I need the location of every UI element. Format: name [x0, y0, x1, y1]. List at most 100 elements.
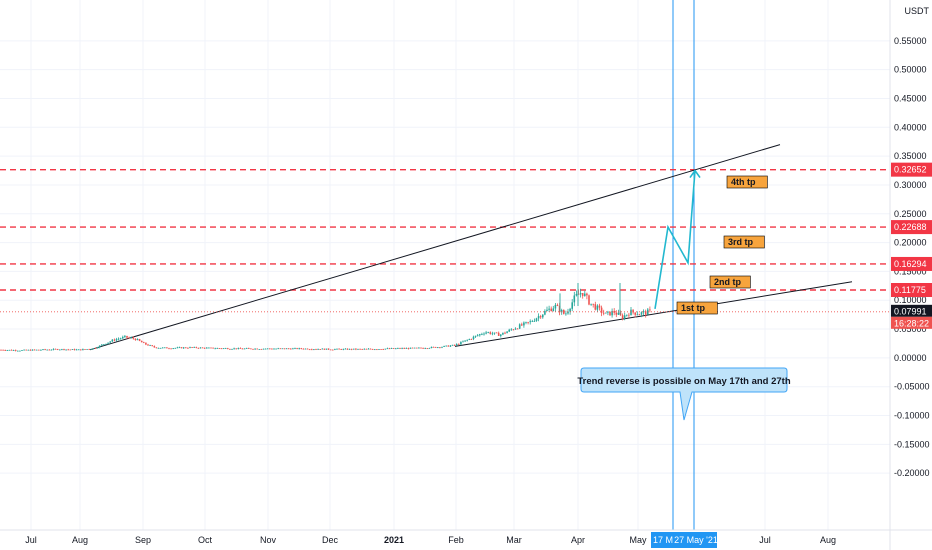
candle-body	[40, 349, 42, 351]
candle-body	[338, 348, 340, 350]
candle-body	[472, 336, 475, 340]
candle-body	[180, 347, 183, 349]
candle-body	[273, 348, 275, 350]
candle-body	[197, 347, 200, 349]
candle-body	[386, 348, 389, 350]
candle-body	[54, 348, 57, 350]
candle-body	[584, 293, 586, 296]
x-tick-label: Sep	[135, 535, 151, 545]
candle-body	[626, 314, 628, 316]
candle-body	[594, 304, 597, 310]
grid	[0, 0, 890, 530]
candle-body	[19, 350, 21, 352]
candle-body	[569, 308, 571, 312]
candle-body	[88, 349, 90, 350]
candle-body	[23, 349, 25, 351]
candle-body	[357, 348, 359, 350]
y-tick-label: 0.10000	[894, 295, 927, 305]
candle-body	[164, 347, 166, 349]
candle-body	[348, 348, 351, 350]
candle-body	[235, 348, 237, 350]
candle-body	[182, 347, 185, 349]
candle-body	[430, 346, 433, 349]
candle-body	[2, 349, 4, 351]
candle-body	[29, 349, 32, 351]
candle-body	[563, 310, 565, 314]
candle-body	[550, 308, 552, 312]
candle-body	[145, 342, 147, 345]
candle-body	[399, 348, 401, 349]
candle-body	[638, 314, 641, 316]
candle-body	[233, 348, 235, 350]
candle-body	[130, 337, 132, 339]
tp-label-box	[726, 175, 768, 189]
candle-body	[90, 348, 93, 350]
candle-body	[304, 348, 307, 350]
candle-body	[275, 348, 277, 350]
candle-body	[92, 348, 95, 349]
y-tick-label: 0.25000	[894, 209, 927, 219]
candle-body	[220, 348, 223, 350]
candle-body	[506, 331, 508, 334]
candle-body	[109, 341, 111, 343]
candle-body	[56, 349, 59, 350]
candle-body	[424, 348, 426, 350]
candle-body	[65, 349, 67, 351]
candle-body	[98, 345, 101, 348]
candle-body	[392, 348, 395, 349]
candle-body	[266, 348, 269, 350]
candle-body	[25, 349, 27, 351]
candle-body	[636, 314, 639, 316]
annotation-callout[interactable]: Trend reverse is possible on May 17th an…	[577, 367, 791, 421]
candle-body	[529, 321, 531, 323]
candle-body	[290, 348, 292, 350]
candle-body	[279, 348, 282, 350]
candle-body	[283, 348, 286, 350]
candle-body	[132, 337, 135, 339]
candle-body	[628, 314, 630, 316]
candle-body	[117, 338, 120, 340]
candle-body	[122, 336, 124, 339]
y-tick-label: 0.45000	[894, 93, 927, 103]
candle-body	[35, 349, 38, 351]
candle-body	[613, 310, 615, 313]
y-tick-label: 0.30000	[894, 180, 927, 190]
candle-body	[281, 348, 284, 350]
price-level-value: 0.11775	[894, 285, 926, 295]
candle-body	[489, 332, 492, 334]
candle-body	[134, 338, 137, 341]
candle-body	[405, 348, 408, 349]
trend-line	[89, 144, 781, 351]
candle-body	[317, 349, 319, 350]
candle-body	[378, 349, 380, 350]
candle-body	[605, 312, 607, 314]
candle-body	[535, 318, 538, 321]
candle-body	[487, 332, 489, 333]
x-tick-label: 2021	[384, 535, 404, 545]
candle-body	[300, 348, 303, 349]
candle-body	[523, 322, 525, 326]
candle-body	[380, 349, 382, 350]
candle-body	[136, 339, 139, 341]
candle-body	[166, 347, 168, 349]
x-tick-label: May	[629, 535, 647, 545]
candle-body	[401, 348, 403, 349]
candle-body	[493, 332, 496, 334]
candle-body	[539, 316, 542, 318]
candle-body	[124, 335, 126, 337]
candle-body	[151, 345, 153, 347]
candle-body	[46, 349, 48, 351]
candle-body	[340, 349, 342, 350]
candle-body	[344, 348, 347, 350]
candle-body	[294, 348, 296, 349]
candle-body	[548, 308, 550, 310]
candle-body	[581, 293, 584, 296]
price-level-value: 0.16294	[894, 259, 927, 269]
candle-body	[227, 348, 229, 350]
candle-body	[161, 347, 164, 349]
candle-body	[600, 307, 603, 313]
candles	[0, 282, 651, 352]
axis-price-tags: 17 M 27 May '21 0.32652 0.22688 0.16294 0.117…	[651, 162, 932, 548]
